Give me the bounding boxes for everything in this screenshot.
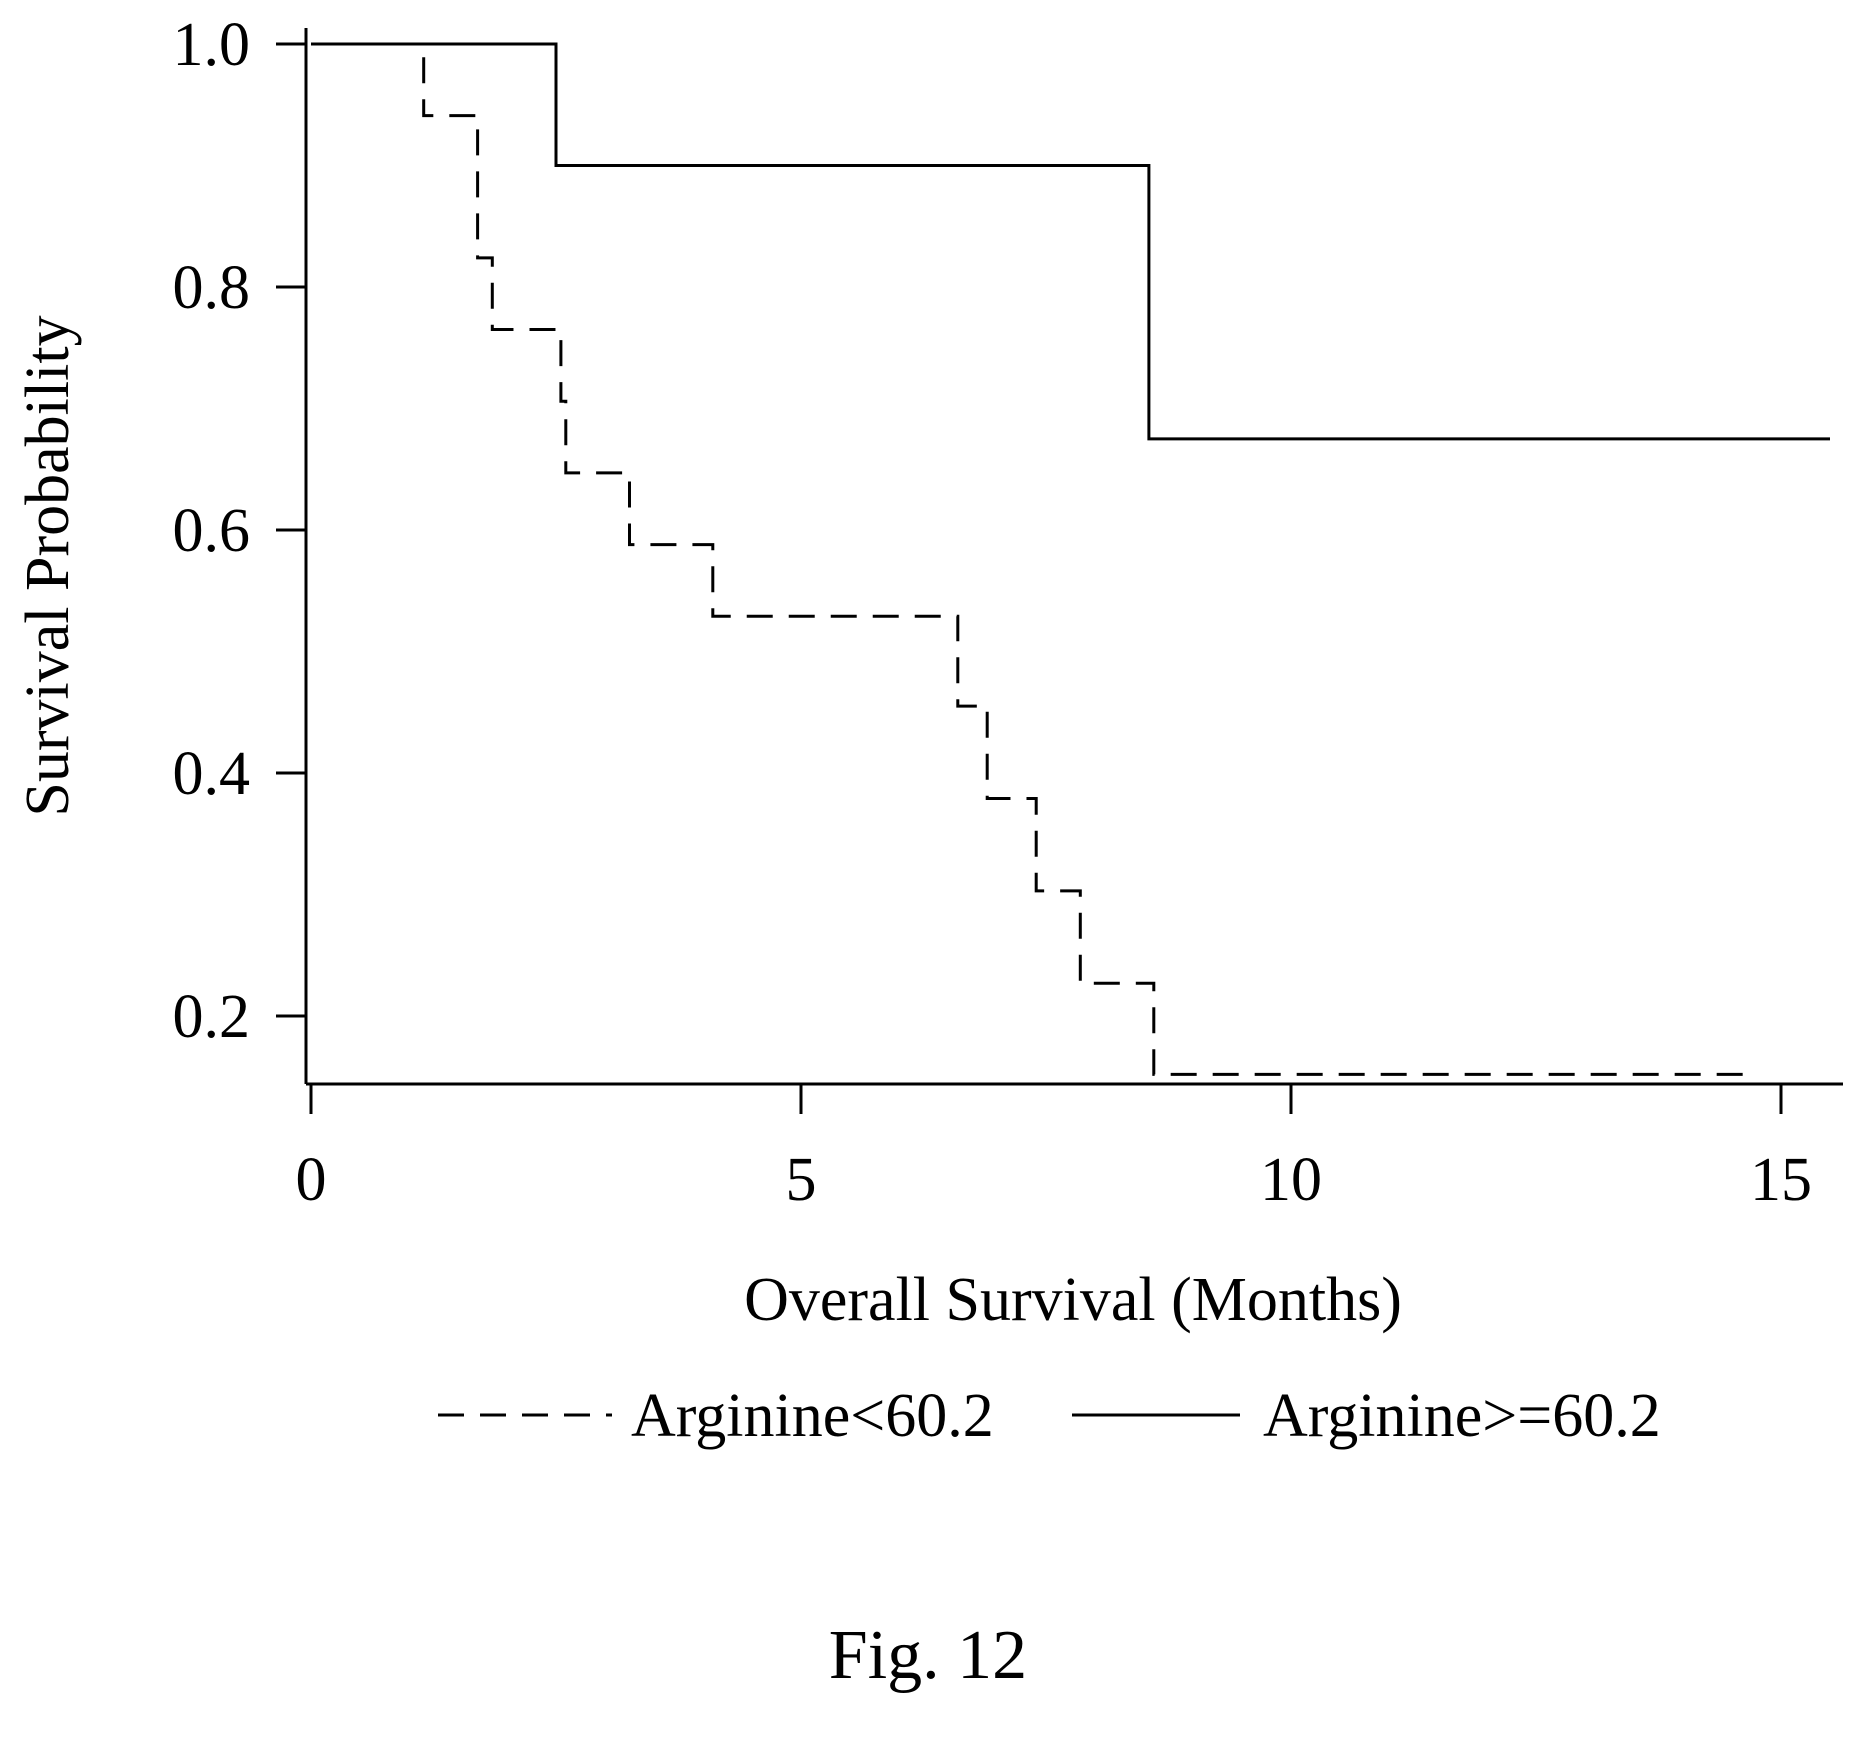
x-axis-title: Overall Survival (Months)	[744, 1266, 1402, 1334]
survival-curve-arginine-low	[311, 42, 1752, 1076]
y-tick-label: 0.6	[173, 497, 251, 565]
x-tick-label: 15	[1750, 1146, 1812, 1214]
y-tick-label: 0.2	[173, 983, 251, 1051]
survival-curve-arginine-high	[311, 42, 1830, 441]
y-tick-label: 0.8	[173, 254, 251, 322]
figure-caption: Fig. 12	[829, 1617, 1027, 1694]
x-tick-label: 5	[786, 1146, 817, 1214]
legend: Arginine<60.2 Arginine>=60.2	[438, 1382, 1661, 1450]
x-axis-ticks: 0 5 10 15	[296, 1084, 1812, 1214]
y-axis-title: Survival Probability	[14, 315, 82, 816]
x-tick-label: 10	[1260, 1146, 1322, 1214]
y-tick-label: 0.4	[173, 740, 251, 808]
x-tick-label: 0	[296, 1146, 327, 1214]
legend-label-arginine-high: Arginine>=60.2	[1263, 1382, 1661, 1450]
survival-curves	[311, 42, 1830, 1076]
y-tick-label: 1.0	[173, 11, 251, 79]
y-axis-ticks: 0.2 0.4 0.6 0.8 1.0	[173, 11, 306, 1051]
plot-frame	[304, 28, 1843, 1086]
legend-label-arginine-low: Arginine<60.2	[631, 1382, 994, 1450]
